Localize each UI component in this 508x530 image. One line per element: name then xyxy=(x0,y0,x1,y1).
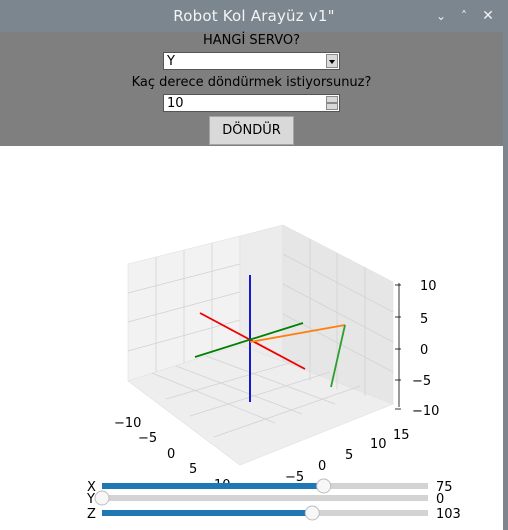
arm-link-2 xyxy=(330,324,346,388)
degree-label: Kaç derece döndürmek istiyorsunuz? xyxy=(131,75,372,90)
slider-y-label: Y xyxy=(86,492,95,507)
grid-lines xyxy=(127,239,394,438)
close-icon[interactable]: ✕ xyxy=(482,8,494,24)
y-frame-line xyxy=(194,322,304,358)
maximize-icon[interactable]: ˄ xyxy=(461,9,467,23)
degree-spinbox-value: 10 xyxy=(167,96,184,111)
slider-x-fill xyxy=(102,483,324,489)
window-border xyxy=(503,32,508,530)
x-tick-label: 0 xyxy=(167,447,175,462)
chevron-down-icon[interactable] xyxy=(326,54,338,68)
slider-x[interactable]: X 75 xyxy=(87,478,453,495)
servo-label: HANGİ SERVO? xyxy=(202,33,301,48)
z-tick-label: −5 xyxy=(412,374,431,389)
spin-up-icon[interactable] xyxy=(326,96,338,103)
degree-spinbox[interactable]: 10 xyxy=(163,94,340,112)
y-tick-label: 5 xyxy=(345,448,353,463)
y-tick-label: 15 xyxy=(393,428,410,443)
z-tick-label: 10 xyxy=(420,279,437,294)
y-tick-label: 10 xyxy=(370,437,387,452)
slider-z[interactable]: Z 103 xyxy=(87,505,461,522)
slider-y[interactable]: Y 0 xyxy=(86,490,444,507)
arm-link-1 xyxy=(249,324,346,343)
z-tick-label: 5 xyxy=(420,312,428,327)
slider-z-handle[interactable] xyxy=(304,505,320,521)
x-tick-label: −10 xyxy=(114,416,141,431)
z-tick-label: −10 xyxy=(412,404,439,419)
z-axis-ticks xyxy=(395,284,401,410)
y-tick-label: 0 xyxy=(318,459,326,474)
y-tick-label: −5 xyxy=(285,470,304,485)
slider-z-fill xyxy=(102,510,313,516)
minimize-icon[interactable]: ⌄ xyxy=(435,9,447,23)
z-tick-label: 0 xyxy=(420,343,428,358)
slider-x-label: X xyxy=(87,480,96,495)
slider-y-value: 0 xyxy=(436,492,444,507)
slider-z-value: 103 xyxy=(436,507,461,522)
slider-x-handle[interactable] xyxy=(316,478,332,494)
slider-x-value: 75 xyxy=(436,480,453,495)
title-bar: Robot Kol Arayüz v1" ⌄ ˄ ✕ xyxy=(0,0,508,32)
spin-down-icon[interactable] xyxy=(326,103,338,110)
slider-y-handle[interactable] xyxy=(94,490,110,506)
rotate-button[interactable]: DÖNDÜR xyxy=(209,116,294,145)
pane-floor xyxy=(127,344,394,466)
window-title: Robot Kol Arayüz v1" xyxy=(173,7,335,25)
slider-z-label: Z xyxy=(87,507,96,522)
servo-select[interactable]: Y xyxy=(163,52,340,70)
x-tick-label: −5 xyxy=(138,431,157,446)
x-tick-label: 5 xyxy=(189,462,197,477)
servo-select-value: Y xyxy=(167,54,175,69)
